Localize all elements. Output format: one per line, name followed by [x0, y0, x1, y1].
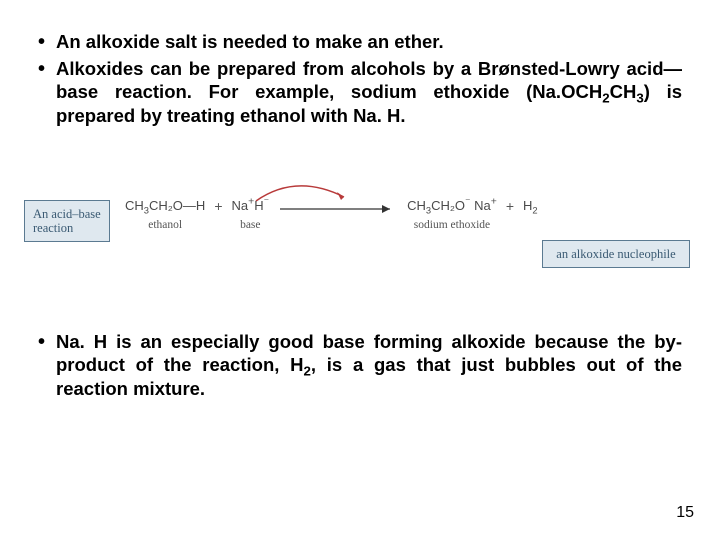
nucleophile-box: an alkoxide nucleophile [542, 240, 690, 268]
f-h: H [196, 198, 205, 213]
ethoxide-formula: CH3CH₂O⁻ Na+ [407, 188, 497, 214]
page-number: 15 [676, 504, 694, 522]
p-ch2o: CH₂O [431, 198, 465, 213]
reactant-base: Na+H⁻ base [232, 188, 270, 232]
plus-2: + [500, 188, 520, 214]
f-bond: — [183, 198, 196, 213]
bullet-1: An alkoxide salt is needed to make an et… [38, 30, 682, 54]
h-h: H [523, 198, 532, 213]
p-plus: + [491, 196, 497, 207]
p-ch: CH [407, 198, 426, 213]
base-label: base [240, 219, 260, 231]
bullet-3-sub: 2 [304, 364, 311, 379]
bullet-2-sub1: 2 [602, 91, 609, 106]
top-bullet-list: An alkoxide salt is needed to make an et… [38, 30, 682, 128]
bullet-1-text: An alkoxide salt is needed to make an et… [56, 31, 444, 52]
hydrogen-formula: H2 [523, 188, 538, 214]
product-hydrogen: H2 [523, 188, 538, 214]
reaction-type-line1: An acid–base [33, 207, 101, 221]
b-h: H [254, 198, 263, 213]
ethoxide-label: sodium ethoxide [414, 219, 490, 231]
reaction-type-box: An acid–base reaction [24, 200, 110, 243]
b-minus: ⁻ [264, 196, 270, 207]
p-na: Na [474, 198, 491, 213]
reaction-equation: CH3CH₂O—H ethanol + Na+H⁻ base CH3CH [122, 188, 720, 232]
reaction-arrow-icon [272, 188, 404, 216]
base-formula: Na+H⁻ [232, 188, 270, 214]
nucleophile-box-text: an alkoxide nucleophile [556, 247, 675, 261]
bullet-2-sub2: 3 [636, 91, 643, 106]
reaction-type-line2: reaction [33, 221, 73, 235]
slide-content: An alkoxide salt is needed to make an et… [0, 0, 720, 401]
h-2: 2 [532, 205, 537, 215]
bottom-bullet-list: Na. H is an especially good base forming… [38, 330, 682, 401]
reactant-ethanol: CH3CH₂O—H ethanol [125, 188, 205, 232]
plus-1: + [208, 188, 228, 214]
b-na: Na [232, 198, 249, 213]
bullet-3: Na. H is an especially good base forming… [38, 330, 682, 401]
bullet-2: Alkoxides can be prepared from alcohols … [38, 57, 682, 128]
product-ethoxide: CH3CH₂O⁻ Na+ sodium ethoxide [407, 188, 497, 232]
f-ch: CH [125, 198, 144, 213]
bullet-2-text-b: CH [610, 81, 637, 102]
bullet-2-text-a: Alkoxides can be prepared from alcohols … [56, 58, 682, 103]
ethanol-formula: CH3CH₂O—H [125, 188, 205, 214]
f-ch2o: CH₂O [149, 198, 183, 213]
reaction-diagram: An acid–base reaction CH3CH₂O—H ethanol … [38, 184, 682, 314]
p-minus: ⁻ [465, 196, 471, 207]
ethanol-label: ethanol [148, 219, 182, 231]
